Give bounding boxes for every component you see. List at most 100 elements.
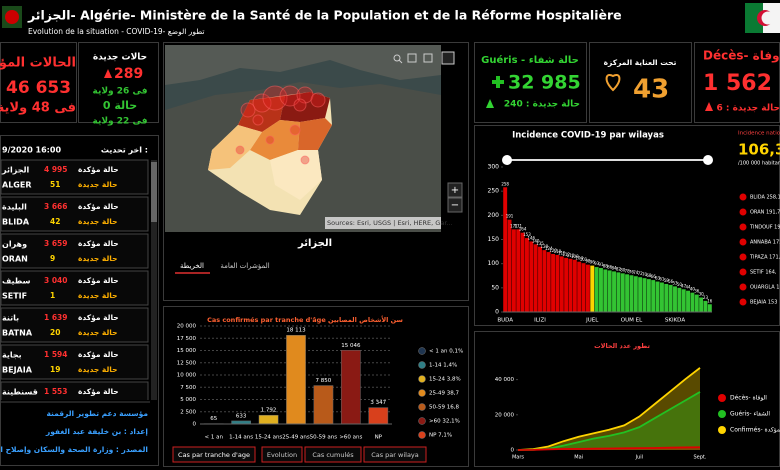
x-tick-label: ILIZI: [534, 318, 546, 324]
wilaya-name-ar: قسنطينة: [2, 388, 38, 397]
incidence-item: ANNABA 171,: [750, 240, 780, 246]
bar: [659, 282, 664, 312]
icu-value: 43: [633, 75, 669, 105]
item-dot: [739, 193, 747, 201]
y-tick-label: 5 000: [180, 397, 196, 403]
item-dot: [739, 253, 747, 261]
tab[interactable]: Cas par wilaya: [363, 446, 427, 463]
wilaya-name-ar: سطيف: [2, 277, 31, 286]
bar: [286, 334, 306, 425]
x-tick-label: NP: [375, 435, 383, 441]
value-label: 3 347: [370, 400, 386, 406]
value-label: 50: [677, 282, 683, 287]
item-dot: [739, 298, 747, 306]
area: [518, 367, 700, 450]
value-label: 112: [562, 252, 570, 257]
incidence-item: TIPAZA 171,: [749, 255, 780, 261]
wilaya-confirmed-label: حالة مؤكدة: [78, 350, 119, 359]
line: [517, 367, 701, 451]
new-wilayas: فى 26 ولاية: [93, 87, 148, 97]
slider[interactable]: [502, 155, 713, 165]
wilaya-row: وهران ORAN 3 659 حالة مؤكدة 9 حالة جديدة: [0, 233, 149, 269]
row-box: [0, 381, 149, 400]
bar: [707, 304, 712, 312]
wilaya-new-label: حالة جديدة: [78, 254, 118, 263]
incidence-item: BEJAIA 153: [750, 300, 777, 306]
incidence-item: TINDOUF 19: [749, 225, 780, 231]
value-label: 78: [625, 268, 631, 273]
tab-box: [304, 446, 362, 463]
wilaya-confirmed-label: حالة مؤكدة: [78, 239, 119, 248]
zoom-control[interactable]: + −: [447, 182, 463, 213]
wilaya-name-ar: الجزائر: [1, 166, 29, 175]
footer-line: المصدر : وزارة الصحة والسكان وإصلاح المس…: [0, 445, 148, 454]
item-dot: [739, 283, 747, 291]
legend-dot: [418, 347, 426, 355]
value-label: 18 113: [286, 328, 306, 334]
wilaya-name: BATNA: [2, 329, 33, 338]
tab[interactable]: Cas cumulés: [304, 446, 362, 463]
y-tick-label: 20 000: [177, 324, 197, 330]
tab[interactable]: Evolution: [261, 446, 303, 463]
value-label: 68: [646, 273, 652, 278]
wilaya-new: 9: [50, 254, 55, 263]
scrollbar[interactable]: [151, 160, 157, 400]
bar: [538, 246, 542, 312]
legend-dot: [418, 431, 426, 439]
value-label: 80: [620, 267, 626, 272]
wilaya-confirmed-label: حالة مؤكدة: [78, 165, 119, 174]
bar: [594, 267, 599, 312]
footer-line: مؤسسة دعم تطوير الرقمنة: [47, 409, 149, 418]
row-box: [0, 344, 149, 380]
tab[interactable]: Cas par tranche d'age: [172, 446, 256, 463]
bar: [607, 270, 612, 312]
bar: [568, 258, 573, 312]
row-box: [0, 307, 149, 343]
x-tick-label: 15-24 ans: [255, 435, 283, 441]
bar: [341, 350, 361, 425]
value-label: 88: [603, 263, 609, 268]
item-dot: [739, 238, 747, 246]
flag: [745, 3, 780, 33]
icu-label: تحت العناية المركزة: [604, 58, 677, 67]
wilaya-row: البليدة BLIDA 3 666 حالة مؤكدة 42 حالة جديدة: [0, 196, 149, 232]
wilaya-name: BEJAIA: [2, 366, 33, 375]
bar: [690, 292, 695, 312]
bar: [542, 250, 547, 312]
value-label: 65: [210, 416, 217, 422]
value-label: 146: [527, 235, 535, 240]
area: [518, 391, 700, 450]
value-label: 164: [519, 227, 527, 232]
incidence-unit: /100 000 habitants: [738, 161, 780, 167]
legend-label: Guéris- الشفاء: [730, 411, 770, 418]
map-attribution: Sources: Esri, USGS | Esri, HERE, Gar...: [327, 219, 453, 227]
confirmed-wilayas: فى 48 ولاية: [0, 101, 76, 116]
map: [165, 45, 441, 232]
chart-title: Incidence COVID-19 par wilayas: [512, 131, 664, 141]
y-tick-label: 0: [511, 448, 515, 454]
y-tick-label: 100: [488, 260, 500, 267]
value-label: 104: [575, 256, 583, 261]
value-label: 101: [580, 257, 588, 262]
bar: [511, 229, 516, 312]
tab-label: Evolution: [267, 451, 297, 459]
y-tick-label: 15 000: [177, 348, 197, 354]
wilaya-new-label: حالة جديدة: [78, 291, 118, 300]
value-label: 135: [536, 241, 544, 246]
legend-dot: [718, 426, 726, 434]
y-tick-label: 12 500: [177, 360, 197, 366]
legend-dot: [418, 361, 426, 369]
row-box: [0, 233, 149, 269]
new-value: 289: [114, 66, 143, 82]
value-label: 7 850: [316, 378, 332, 384]
map-toolbar[interactable]: [393, 51, 455, 65]
value-label: 61: [659, 277, 665, 282]
heart-icon: [605, 74, 621, 92]
svg-text:−: −: [451, 200, 459, 211]
y-tick-label: 10 000: [177, 373, 197, 379]
wilaya-new: 42: [50, 217, 60, 226]
x-tick-label: Sept.: [694, 455, 707, 461]
bar: [313, 385, 334, 425]
x-tick-label: BUDA: [497, 318, 513, 324]
value-label: 98: [585, 259, 591, 264]
